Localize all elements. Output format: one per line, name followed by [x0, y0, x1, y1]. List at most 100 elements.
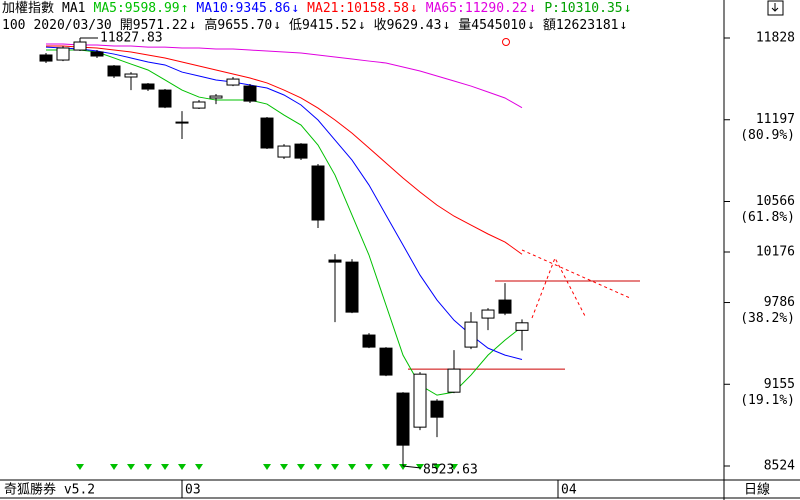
signal-triangle [382, 464, 390, 470]
signal-triangle [178, 464, 186, 470]
signal-triangle [127, 464, 135, 470]
candle-body [515, 322, 529, 331]
annotation-arrow [402, 465, 422, 469]
signal-triangle [450, 464, 458, 470]
window-icon[interactable] [767, 0, 784, 16]
y-tick-label: 10176 [756, 245, 795, 260]
header-item: ↓ [273, 18, 281, 33]
signal-triangle [297, 464, 305, 470]
header-item: ↑ [181, 1, 189, 16]
candle-body [328, 259, 342, 263]
projection-line [521, 249, 631, 299]
header-item: MA10:9345.86 [196, 1, 290, 16]
header-item: 收9629.43 [374, 18, 442, 33]
fib-label: (61.8%) [740, 210, 795, 225]
fib-label: (38.2%) [740, 311, 795, 326]
x-tick-label: 04 [561, 483, 577, 498]
candle-body [39, 54, 53, 62]
header-item: ↓ [410, 1, 418, 16]
candle-body [396, 392, 410, 446]
signal-triangle [195, 464, 203, 470]
header-item: ↓ [527, 18, 535, 33]
candle-body [158, 89, 172, 108]
header-item: ↓ [291, 1, 299, 16]
header-item: MA5:9598.99 [94, 1, 180, 16]
candle-body [481, 309, 495, 319]
candle-body [90, 51, 104, 57]
candle-body [192, 101, 206, 109]
header-item: ↓ [529, 1, 537, 16]
signal-triangle [280, 464, 288, 470]
candle-body [73, 41, 87, 51]
candle-body [447, 368, 461, 393]
fib-label: (19.1%) [740, 393, 795, 408]
y-tick-label: 8524 [764, 459, 795, 474]
signal-triangle [365, 464, 373, 470]
candle-body [379, 347, 393, 376]
header-item: 100 [2, 18, 25, 33]
signal-triangle [348, 464, 356, 470]
candle-body [141, 83, 155, 90]
ma-line [46, 49, 523, 396]
ma-line [46, 45, 523, 255]
ma-line [46, 43, 523, 109]
candle-body [175, 121, 189, 124]
header-item: 低9415.52 [289, 18, 357, 33]
candle-body [498, 299, 512, 314]
candle-body [277, 145, 291, 158]
footer-left: 奇狐勝券 v5.2 [4, 482, 95, 498]
candle-body [345, 261, 359, 313]
candle-body [464, 321, 478, 348]
candle-body [209, 95, 223, 99]
header-item: 開9571.22 [120, 18, 188, 33]
candle-body [294, 143, 308, 159]
signal-triangle [76, 464, 84, 470]
y-tick-label: 11197 [756, 112, 795, 127]
signal-triangle [433, 464, 441, 470]
signal-markers [76, 464, 458, 470]
header-item: 量4545010 [458, 18, 526, 33]
high-label: 11827.83 [100, 31, 163, 46]
header-item: ↓ [189, 18, 197, 33]
header-item: ↓ [620, 18, 628, 33]
candle-body [56, 47, 70, 61]
y-tick-label: 11828 [756, 31, 795, 46]
header-item: P:10310.35 [544, 1, 622, 16]
header-item: ↓ [624, 1, 632, 16]
signal-triangle [399, 464, 407, 470]
footer-right: 日線 [744, 482, 770, 498]
candle-body [362, 334, 376, 348]
header-item: 2020/03/30 [33, 18, 111, 33]
signal-triangle [161, 464, 169, 470]
candle-body [260, 117, 274, 149]
header-item: ↓ [442, 18, 450, 33]
candle-body [311, 165, 325, 221]
signal-triangle [314, 464, 322, 470]
candle-body [124, 73, 138, 78]
candle-body [430, 400, 444, 418]
signal-triangle [263, 464, 271, 470]
y-tick-label: 9155 [764, 377, 795, 392]
signal-triangle [110, 464, 118, 470]
header-line: 加權指數 MA1 MA5:9598.99↑ MA10:9345.86↓ MA21:101… [2, 1, 631, 16]
signal-triangle [331, 464, 339, 470]
candle-body [226, 78, 240, 86]
header-item: MA65:11290.22 [426, 1, 528, 16]
down-icon[interactable] [771, 3, 779, 12]
header-item: MA21:10158.58 [307, 1, 409, 16]
header-item: 加權指數 [2, 1, 54, 16]
signal-triangle [144, 464, 152, 470]
y-tick-label: 9786 [764, 295, 795, 310]
y-tick-label: 10566 [756, 194, 795, 209]
header-item: ↓ [358, 18, 366, 33]
info-line: 100 2020/03/30 開9571.22↓ 高9655.70↓ 低9415.52↓… [2, 17, 627, 33]
header-item: MA1 [62, 1, 85, 16]
fib-label: (80.9%) [740, 128, 795, 143]
header-item: 額12623181 [543, 18, 619, 33]
candle-body [413, 373, 427, 428]
x-tick-label: 03 [185, 483, 201, 498]
signal-triangle [416, 464, 424, 470]
candle-body [107, 65, 121, 77]
header-item: 高9655.70 [204, 17, 272, 33]
